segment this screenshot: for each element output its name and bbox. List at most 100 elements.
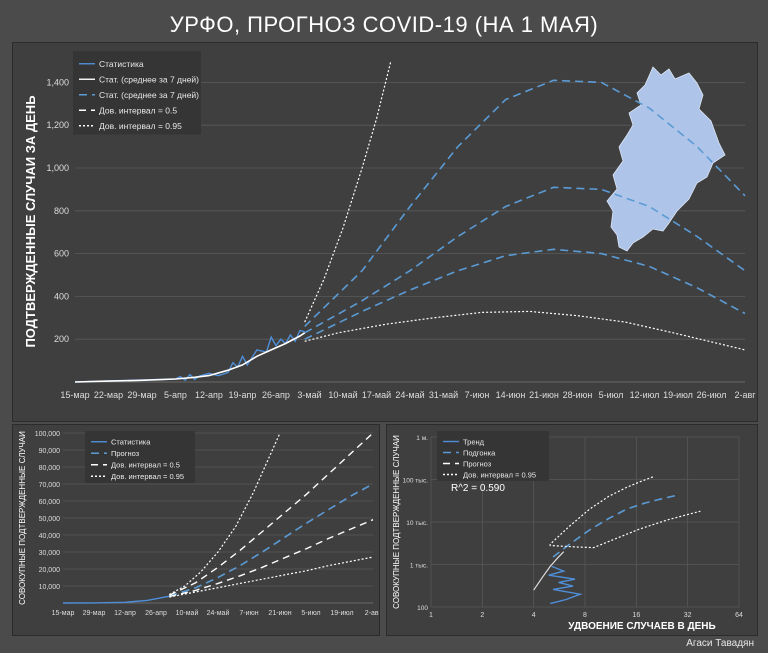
legend-label: Дов. интервал = 0.95 — [111, 472, 184, 481]
x-tick-label: 3-май — [297, 390, 321, 400]
y-tick-label: 30,000 — [39, 550, 61, 557]
y-tick-label: 600 — [54, 249, 69, 259]
y-tick-label: 20,000 — [39, 567, 61, 574]
x-tick-label: 19-июл — [663, 390, 693, 400]
y-tick-label: 1,200 — [46, 120, 69, 130]
y-tick-label: 90,000 — [39, 448, 61, 455]
series-line — [548, 565, 583, 605]
x-tick-label: 2-авг — [734, 390, 756, 400]
legend-label: Стат. (среднее за 7 дней) — [99, 90, 199, 100]
x-axis-title: УДВОЕНИЕ СЛУЧАЕВ В ДЕНЬ — [568, 621, 715, 632]
y-tick-label: 1 м. — [416, 435, 428, 442]
x-tick-label: 8 — [583, 612, 587, 619]
cumulative-cases-chart: 10,000 20,000 30,000 40,000 50,000 60,000 70,0… — [12, 424, 380, 636]
x-tick-label: 24-май — [207, 609, 230, 617]
legend-box — [437, 431, 549, 481]
series-line — [169, 519, 374, 598]
y-tick-label: 100 — [417, 605, 428, 612]
y-tick-label: 400 — [54, 291, 69, 301]
series-line — [168, 432, 374, 596]
x-tick-label: 14-июн — [496, 390, 526, 400]
x-tick-label: 29-мар — [127, 390, 156, 400]
y-tick-label: 1 тыс. — [410, 563, 428, 570]
x-tick-label: 4 — [532, 612, 536, 619]
x-tick-label: 1 — [429, 612, 433, 619]
y-tick-label: 10,000 — [39, 584, 61, 591]
region-map-shape — [606, 66, 726, 252]
legend-label: Статистика — [111, 438, 151, 447]
legend-label: Дов. интервал = 0.5 — [99, 106, 177, 116]
series-line — [169, 432, 281, 596]
series-line — [304, 310, 746, 351]
series-line — [169, 556, 374, 598]
x-tick-label: 29-мар — [83, 610, 106, 617]
series-line — [304, 248, 746, 340]
r-squared-annotation: R^2 = 0.590 — [451, 483, 505, 494]
legend-box — [73, 51, 201, 135]
x-tick-label: 19-июл — [330, 610, 353, 617]
series-line — [169, 483, 374, 597]
series-line — [62, 595, 170, 604]
y-tick-label: 800 — [54, 206, 69, 216]
legend-label: Стат. (среднее за 7 дней) — [99, 75, 199, 85]
x-tick-label: 2 — [480, 612, 484, 619]
series-line — [74, 329, 305, 383]
x-tick-label: 5-июл — [301, 610, 320, 617]
series-line — [304, 79, 746, 327]
x-tick-label: 2-авг — [365, 610, 379, 617]
page-title: УРФО, ПРОГНОЗ COVID-19 (НА 1 МАЯ) — [169, 12, 599, 37]
y-tick-label: 100 тыс. — [403, 478, 429, 485]
x-tick-label: 7-июн — [239, 610, 258, 617]
legend-label: Подгонка — [463, 448, 496, 457]
x-tick-label: 12-апр — [195, 390, 223, 400]
x-tick-label: 16 — [632, 612, 640, 619]
cumulative-cases-svg: 10,000 20,000 30,000 40,000 50,000 60,000 70,0… — [18, 431, 379, 617]
x-tick-label: 19-апр — [229, 390, 257, 400]
x-tick-label: 10-май — [176, 609, 199, 617]
x-tick-label: 15-мар — [52, 610, 75, 617]
author-credit: Агаси Тавадян — [686, 638, 754, 649]
y-axis-title: ПОДТВЕРЖДЕННЫЕ СЛУЧАИ ЗА ДЕНЬ — [23, 95, 38, 347]
daily-cases-svg: 200 400 600 800 1,000 1,200 1,400 15-мар 22-мар 2… — [23, 51, 756, 400]
legend-label: Дов. интервал = 0.95 — [463, 470, 536, 479]
x-tick-label: 17-май — [362, 390, 391, 400]
legend-label: Дов. интервал = 0.95 — [99, 121, 182, 131]
x-tick-label: 12-июл — [630, 390, 660, 400]
series-line — [549, 476, 701, 549]
y-tick-label: 100,000 — [35, 431, 60, 438]
doubling-chart: 1 2 4 8 16 32 64 100 1 тыс. 10 тыс. 100 тыс. 1 м. УД… — [386, 424, 758, 636]
daily-cases-chart: 200 400 600 800 1,000 1,200 1,400 15-мар 22-мар 2… — [12, 42, 758, 422]
y-tick-label: 50,000 — [39, 516, 61, 523]
x-tick-label: 15-мар — [60, 390, 89, 400]
legend-label: Тренд — [463, 437, 485, 446]
y-tick-label: 1,000 — [46, 163, 69, 173]
x-tick-label: 7-июн — [465, 390, 490, 400]
series-line — [304, 186, 746, 334]
series-line — [304, 60, 392, 323]
x-tick-label: 64 — [735, 612, 743, 619]
x-tick-label: 26-апр — [262, 390, 290, 400]
y-axis-title: СОВОКУПНЫЕ ПОДТВЕРЖДЕННЫЕ СЛУЧАИ — [18, 431, 27, 605]
series-line — [552, 494, 678, 558]
legend-box — [85, 431, 195, 483]
legend-label: Статистика — [99, 59, 144, 69]
y-axis-title: СОВОКУПНЫЕ ПОДТВЕРЖДЕННЫЕ СЛУЧАИ — [392, 435, 401, 609]
doubling-svg: 1 2 4 8 16 32 64 100 1 тыс. 10 тыс. 100 тыс. 1 м. УД… — [392, 431, 743, 632]
y-tick-label: 1,400 — [46, 77, 69, 87]
x-tick-label: 22-мар — [94, 390, 123, 400]
series-line — [74, 332, 306, 383]
x-tick-label: 12-апр — [114, 610, 136, 617]
x-tick-label: 10-май — [328, 390, 357, 400]
x-tick-label: 26-апр — [145, 610, 167, 617]
x-tick-label: 24-май — [395, 390, 424, 400]
legend-label: Дов. интервал = 0.5 — [111, 461, 180, 470]
x-tick-label: 28-июн — [563, 390, 593, 400]
x-tick-label: 31-май — [429, 390, 458, 400]
y-tick-label: 10 тыс. — [406, 520, 428, 527]
y-tick-label: 200 — [54, 334, 69, 344]
x-tick-label: 21-июн — [529, 390, 559, 400]
x-tick-label: 5-июл — [599, 390, 624, 400]
y-tick-label: 80,000 — [39, 465, 61, 472]
x-tick-label: 5-апр — [164, 390, 187, 400]
y-tick-label: 70,000 — [39, 482, 61, 489]
